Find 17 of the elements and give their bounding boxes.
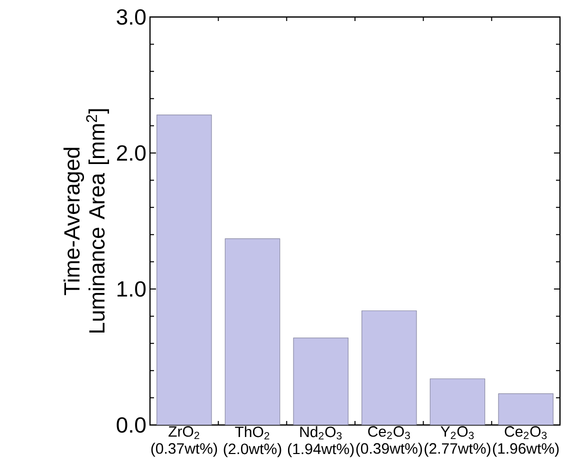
x-tick-label: Ce$_{2}$O$_{3}$ (0.39wt%) [356, 426, 422, 457]
bar [225, 238, 280, 425]
y-tick-label: 2.0 [117, 145, 146, 161]
y-axis-title: Time-Averaged Luminance Area [mm$^{2}$] [64, 109, 110, 333]
y-tick-label: 3.0 [116, 9, 146, 25]
bar [293, 338, 348, 425]
y-tick-label: 0.0 [116, 417, 146, 433]
bar [362, 310, 416, 425]
bar [430, 378, 485, 425]
x-tick-label: Ce$_{2}$O$_{3}$ (1.96wt%) [492, 426, 559, 457]
y-tick-label: 1.0 [118, 281, 146, 297]
x-tick-label: ZrO$_{2}$ (0.37wt%) [151, 426, 217, 457]
bar [156, 114, 212, 425]
x-tick-label: Y$_{2}$O$_{3}$ (2.77wt%) [424, 426, 490, 457]
bar [498, 393, 554, 425]
x-tick-label: ThO$_{2}$ (2.0wt%) [224, 426, 282, 458]
x-tick-label: Nd$_{2}$O$_{3}$ (1.94wt%) [288, 426, 354, 458]
